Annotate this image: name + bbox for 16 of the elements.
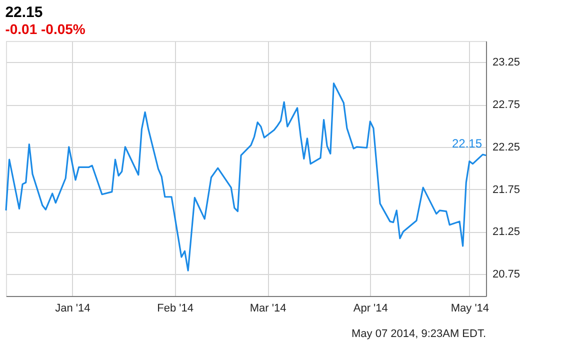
x-tick-label: Feb '14 xyxy=(157,302,194,314)
annotation: 22.15 xyxy=(452,136,482,150)
y-tick-label: 21.75 xyxy=(492,184,520,196)
line-series xyxy=(5,82,487,272)
chart-subtitle: -0.01 -0.05% xyxy=(5,21,86,37)
y-tick-label: 22.25 xyxy=(492,141,520,154)
y-tick-label: 20.75 xyxy=(492,268,520,280)
text: May 07 2014, 9:23AM EDT. xyxy=(351,328,486,340)
y-tick-label: 21.25 xyxy=(492,226,520,238)
y-tick-label: 22.75 xyxy=(492,99,520,112)
chart-title: 22.15 xyxy=(5,4,43,21)
x-tick-label: Apr '14 xyxy=(353,302,388,314)
x-tick-label: May '14 xyxy=(450,302,490,314)
x-tick-label: Jan '14 xyxy=(55,302,90,314)
x-tick-label: Mar '14 xyxy=(250,302,286,314)
y-tick-label: 23.25 xyxy=(492,56,520,69)
